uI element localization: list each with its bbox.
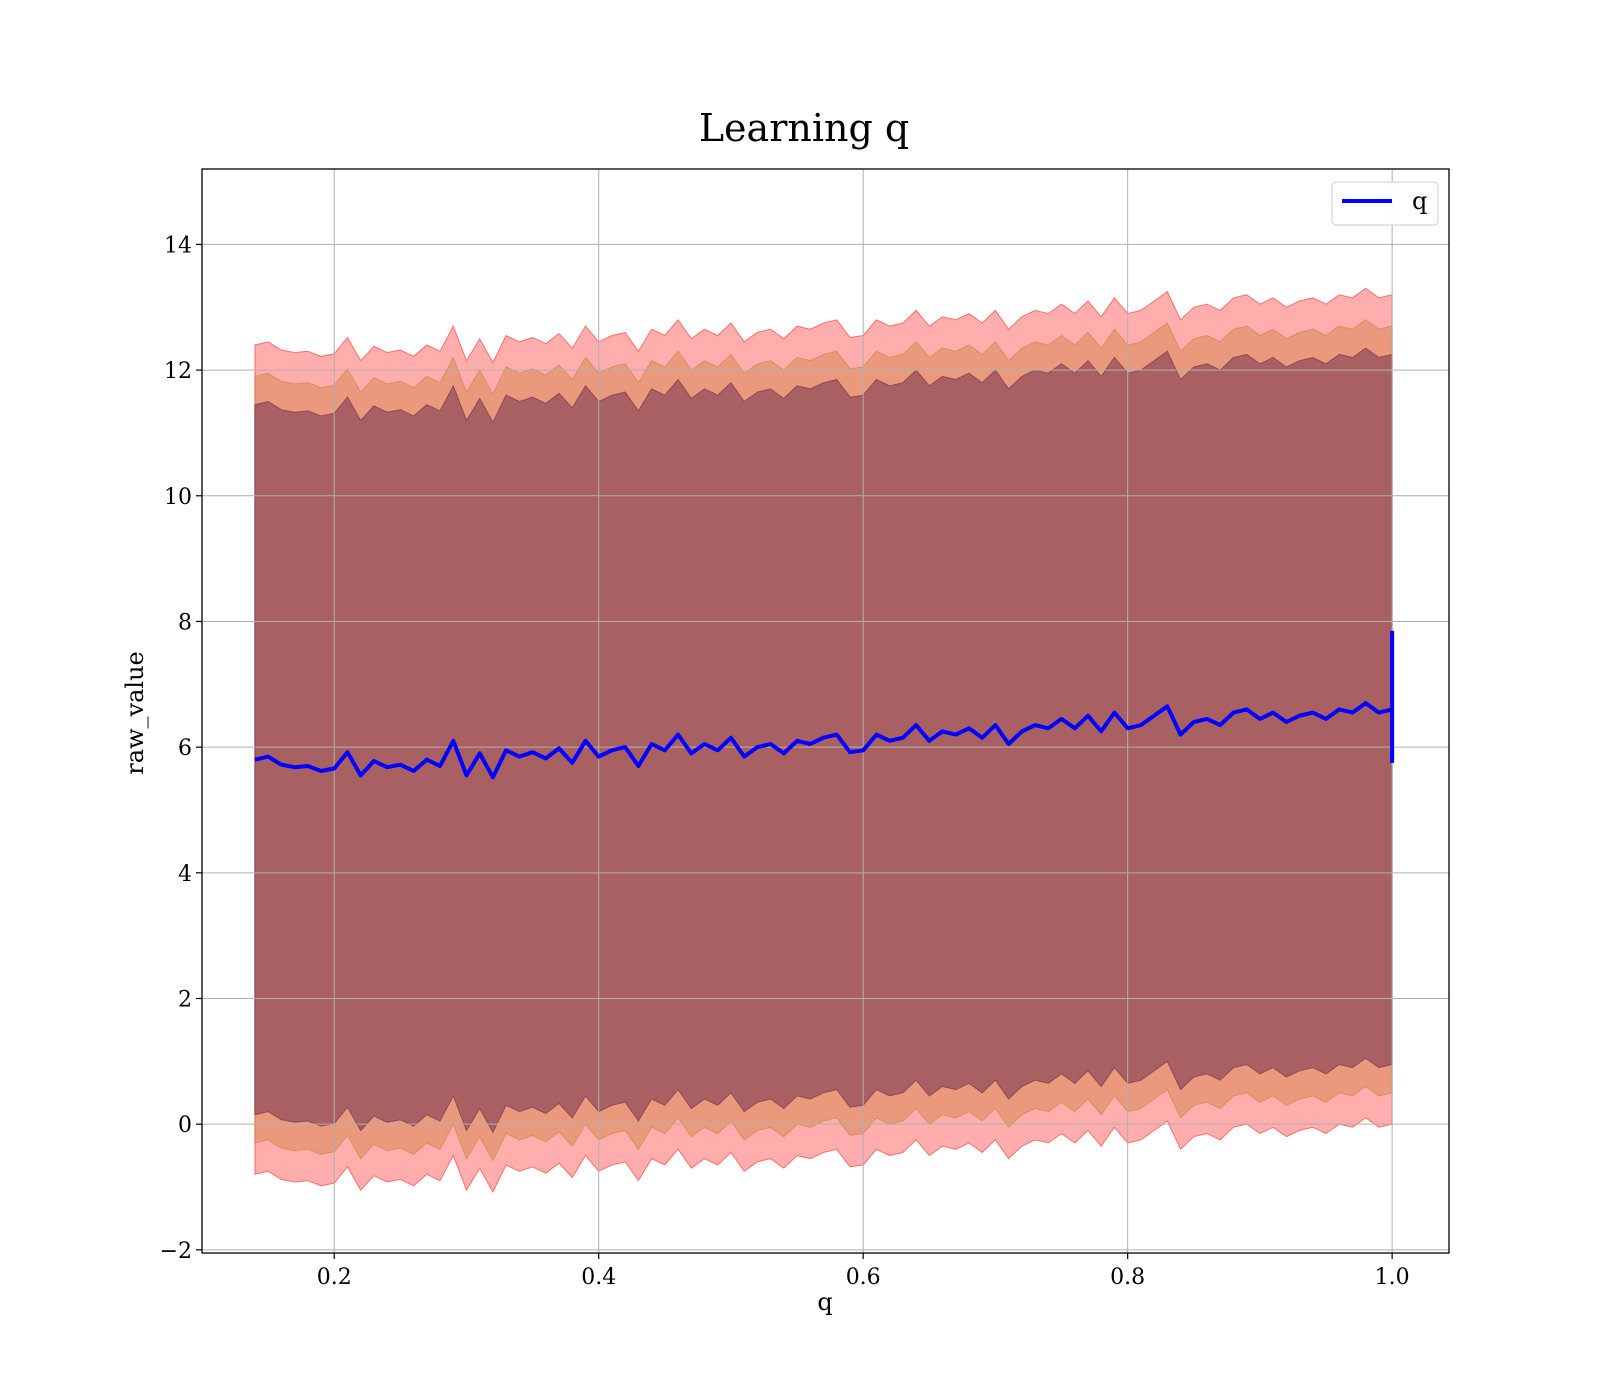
chart-title: Learning q <box>699 106 909 150</box>
y-tick-label: 14 <box>164 233 192 258</box>
y-tick-label: 12 <box>164 359 192 384</box>
legend-box <box>1331 181 1439 226</box>
x-tick-label: 1.0 <box>1375 1265 1410 1290</box>
y-tick-label: 8 <box>178 610 192 635</box>
plot-area-frame <box>201 168 1450 1254</box>
uncertainty-bands <box>254 287 1393 1194</box>
x-axis-ticks: 0.2 0.4 0.6 0.8 1.0 <box>317 1253 1410 1290</box>
legend-label-q: q <box>1412 187 1427 215</box>
x-tick-label: 0.4 <box>581 1265 616 1290</box>
y-tick-label: 4 <box>178 862 192 887</box>
x-tick-label: 0.2 <box>317 1265 352 1290</box>
y-axis-ticks: −2 0 2 4 6 8 10 12 14 <box>160 233 202 1264</box>
band-3 <box>254 347 1393 1134</box>
series-line-q <box>254 701 1393 780</box>
x-tick-label: 0.6 <box>846 1265 881 1290</box>
series-lines <box>254 630 1395 780</box>
legend: q <box>1331 181 1439 226</box>
y-axis-label: raw_value <box>121 651 149 775</box>
y-tick-label: −2 <box>160 1239 192 1264</box>
y-tick-label: 10 <box>164 485 192 510</box>
x-tick-label: 0.8 <box>1110 1265 1145 1290</box>
grid <box>202 169 1449 1253</box>
y-tick-label: 6 <box>178 736 192 761</box>
y-tick-label: 0 <box>178 1113 192 1138</box>
x-axis-label: q <box>817 1288 832 1316</box>
y-tick-label: 2 <box>178 987 192 1012</box>
